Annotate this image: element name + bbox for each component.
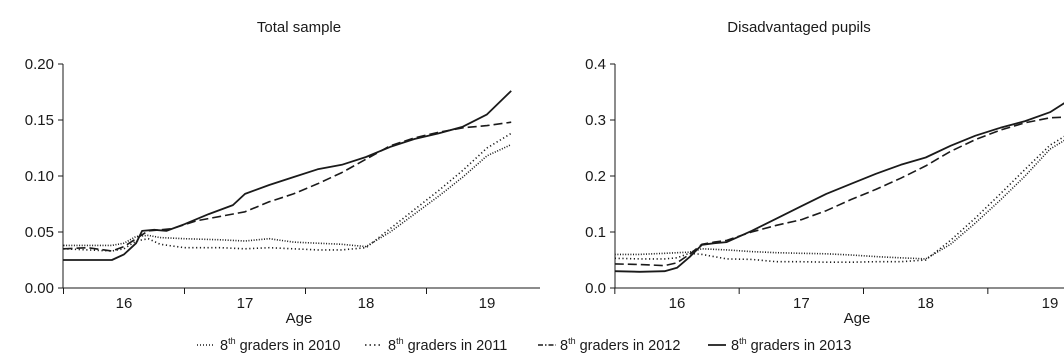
series-line: [63, 143, 512, 248]
x-tick-label: 19: [1042, 295, 1059, 312]
chart-panel-total-sample: Total sample 0.00 0.05 0.10 0.15 0.20 16 17 18 1…: [25, 19, 540, 327]
x-tick-label: 19: [479, 295, 496, 312]
legend-label: 8th graders in 2012: [560, 336, 680, 354]
legend-label: 8th graders in 2011: [388, 336, 507, 354]
series-line: [615, 102, 1064, 273]
series-line: [615, 116, 1064, 267]
x-tick-label: 16: [116, 295, 133, 312]
x-tick-label: 18: [917, 295, 934, 312]
legend-label: 8th graders in 2010: [220, 336, 340, 354]
y-tick-label: 0.0: [585, 280, 606, 297]
legend-label: 8th graders in 2013: [731, 336, 851, 354]
ticks-group: 0.0 0.1 0.2 0.3 0.4 16 17 18 19: [585, 56, 1058, 312]
legend-item: 8th graders in 2011: [365, 336, 507, 354]
y-tick-label: 0.20: [25, 56, 54, 73]
y-tick-label: 0.1: [585, 224, 606, 241]
legend-item: 8th graders in 2012: [538, 336, 680, 354]
x-axis-label: Age: [844, 310, 871, 327]
series-group: [615, 102, 1064, 273]
y-tick-label: 0.4: [585, 56, 606, 73]
x-tick-label: 17: [793, 295, 810, 312]
ticks-group: 0.00 0.05 0.10 0.15 0.20 16 17 18 19: [25, 56, 496, 312]
y-tick-label: 0.10: [25, 168, 54, 185]
y-tick-label: 0.2: [585, 168, 606, 185]
y-tick-label: 0.3: [585, 112, 606, 129]
legend: 8th graders in 2010 8th graders in 2011 …: [197, 336, 851, 354]
y-tick-label: 0.00: [25, 280, 54, 297]
x-axis-label: Age: [286, 310, 313, 327]
series-line: [615, 135, 1064, 263]
y-tick-label: 0.05: [25, 224, 54, 241]
series-line: [63, 132, 512, 252]
series-line: [63, 90, 512, 261]
x-tick-label: 18: [358, 295, 375, 312]
series-group: [63, 90, 512, 261]
series-line: [63, 121, 512, 252]
chart-title: Disadvantaged pupils: [727, 19, 870, 36]
chart-title: Total sample: [257, 19, 341, 36]
legend-item: 8th graders in 2013: [708, 336, 851, 354]
legend-item: 8th graders in 2010: [197, 336, 340, 354]
x-tick-label: 17: [237, 295, 254, 312]
y-tick-label: 0.15: [25, 112, 54, 129]
series-line: [615, 139, 1064, 260]
x-tick-label: 16: [669, 295, 686, 312]
chart-panel-disadvantaged-pupils: Disadvantaged pupils 0.0 0.1 0.2 0.3 0.4 16 17…: [585, 19, 1064, 327]
